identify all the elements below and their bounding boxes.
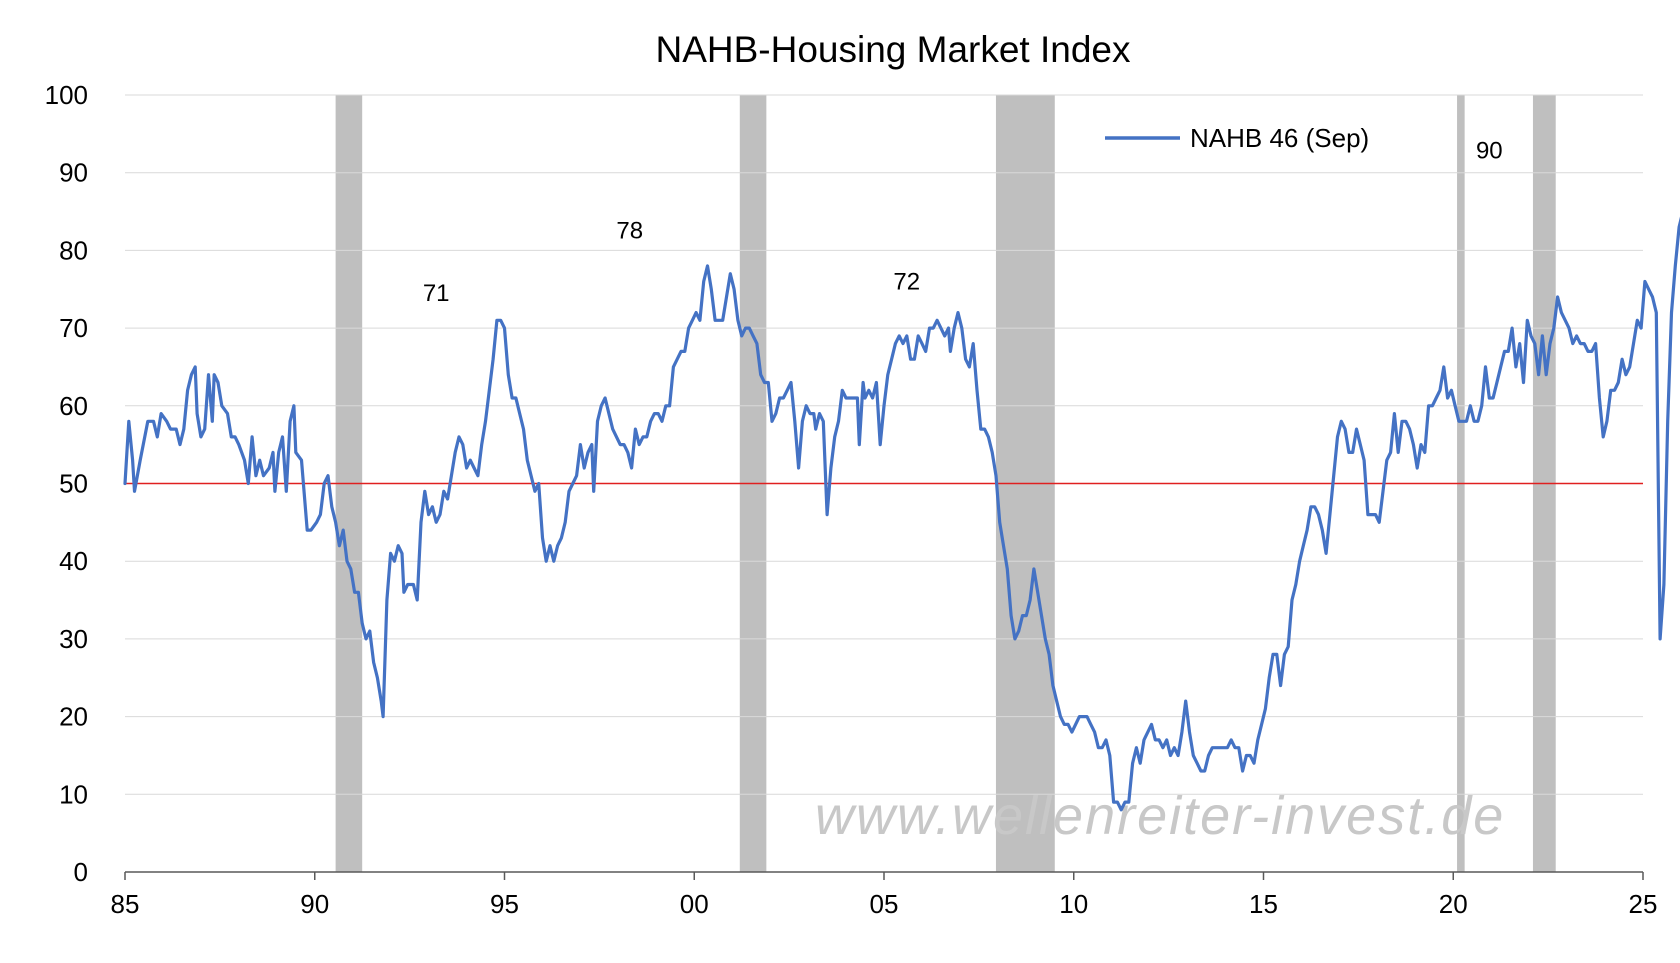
watermark: www.wellenreiter-invest.de [815, 786, 1505, 846]
peak-label: 72 [893, 268, 920, 295]
y-tick-label: 50 [59, 469, 88, 499]
watermark-text: www.wellenreiter-invest.de [815, 786, 1505, 846]
y-tick-label: 80 [59, 235, 88, 265]
peak-label: 71 [423, 280, 450, 307]
y-tick-label: 0 [74, 857, 88, 887]
x-tick-label: 90 [300, 889, 329, 919]
peak-label: 78 [616, 218, 643, 245]
x-tick-label: 15 [1249, 889, 1278, 919]
x-tick-label: 05 [870, 889, 899, 919]
y-tick-label: 20 [59, 702, 88, 732]
x-tick-label: 00 [680, 889, 709, 919]
y-tick-label: 70 [59, 313, 88, 343]
y-tick-label: 60 [59, 391, 88, 421]
y-tick-label: 100 [45, 80, 88, 110]
series-line-1 [123, 216, 1680, 812]
axes: 85 90 95 00 05 10 15 20 25 0 10 20 30 40 50 60 70 80 90 100 [45, 80, 1658, 919]
chart-title: NAHB-Housing Market Index [655, 29, 1131, 70]
y-tick-label: 40 [59, 546, 88, 576]
x-tick-label: 25 [1629, 889, 1658, 919]
x-tick-label: 20 [1439, 889, 1468, 919]
peak-label: 90 [1476, 138, 1503, 165]
y-tick-label: 10 [59, 779, 88, 809]
x-tick-label: 95 [490, 889, 519, 919]
legend-label: NAHB 46 (Sep) [1190, 123, 1369, 153]
x-tick-label: 10 [1059, 889, 1088, 919]
y-tick-label: 30 [59, 624, 88, 654]
x-tick-label: 85 [111, 889, 140, 919]
y-tick-label: 90 [59, 158, 88, 188]
peak-annotations: 71 78 72 90 [423, 138, 1503, 307]
legend: NAHB 46 (Sep) [1105, 123, 1369, 153]
series-nahb [123, 216, 1680, 812]
